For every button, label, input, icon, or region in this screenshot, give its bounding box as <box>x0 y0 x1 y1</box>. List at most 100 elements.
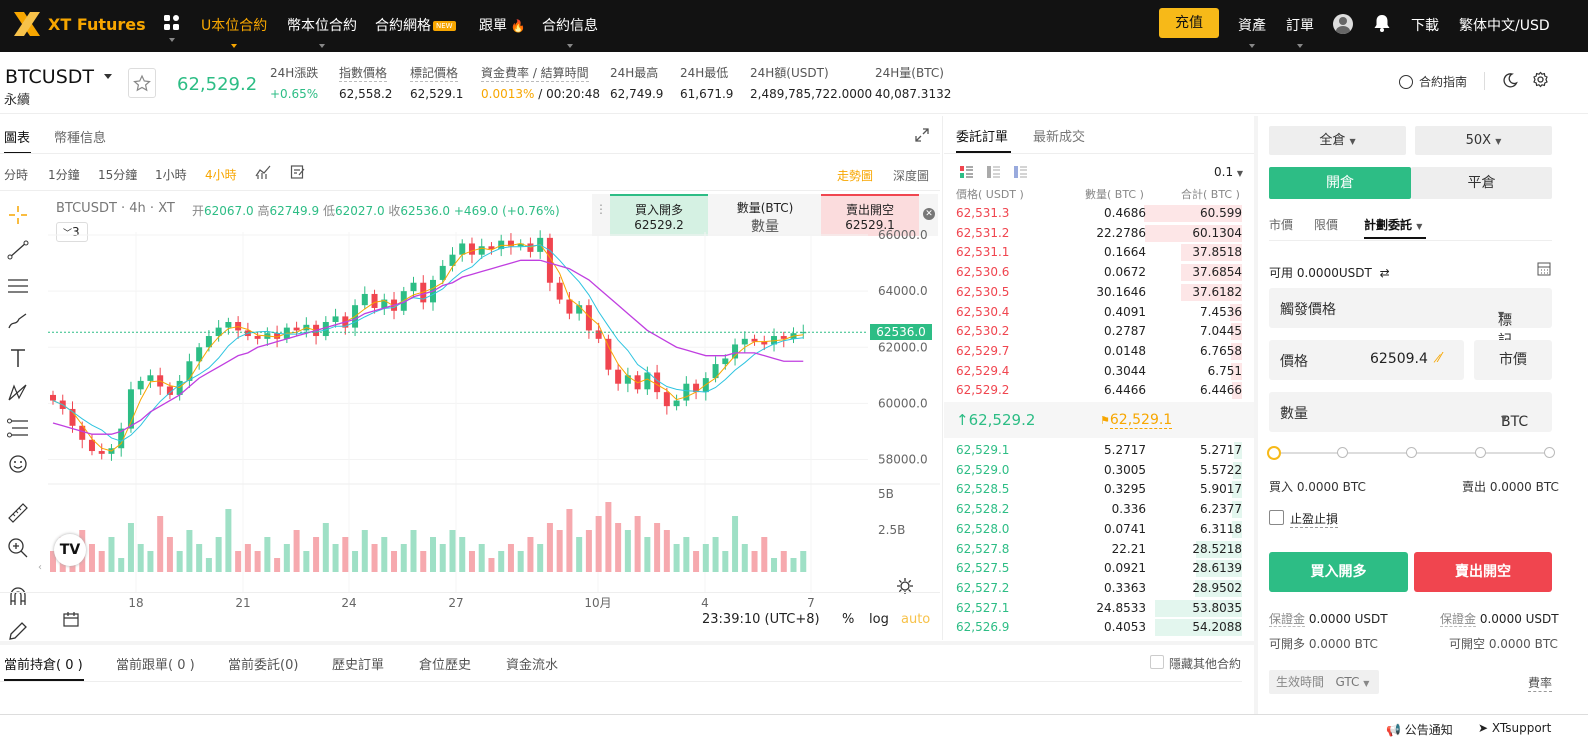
margin-mode-select[interactable]: 全倉 ▼ <box>1269 126 1406 155</box>
calculator-icon[interactable] <box>1537 262 1551 276</box>
notification-bell-icon[interactable] <box>1373 13 1391 33</box>
bid-row[interactable]: 62,527.5 0.0921 28.6139 <box>956 559 1242 578</box>
symbol-selector[interactable]: BTCUSDT <box>5 66 113 88</box>
trendline-icon[interactable] <box>6 238 30 262</box>
zoom-in-icon[interactable] <box>6 536 30 560</box>
pattern-icon[interactable] <box>6 381 30 405</box>
interval-1m[interactable]: 1分鐘 <box>48 168 80 182</box>
bid-row[interactable]: 62,526.9 0.4053 54.2088 <box>956 618 1242 637</box>
bid-row[interactable]: 62,527.2 0.3363 28.9502 <box>956 579 1242 598</box>
nav-coin-futures[interactable]: 幣本位合約 <box>287 15 357 48</box>
magnet-icon[interactable] <box>6 585 30 609</box>
nav-orders[interactable]: 訂單 <box>1286 15 1314 48</box>
nav-copy-trading[interactable]: 跟單 🔥 <box>479 18 526 34</box>
tab-order-book[interactable]: 委託訂單 <box>956 130 1009 145</box>
fullscreen-icon[interactable] <box>915 128 929 142</box>
ask-row[interactable]: 62,530.4 0.4091 7.4536 <box>956 303 1242 322</box>
deposit-button[interactable]: 充值 <box>1159 8 1219 38</box>
ask-row[interactable]: 62,529.7 0.0148 6.7658 <box>956 342 1242 361</box>
ask-row[interactable]: 62,530.5 30.1646 37.6182 <box>956 283 1242 302</box>
order-type-market[interactable]: 市價 <box>1269 218 1294 232</box>
buy-long-button[interactable]: 買入開多 <box>1269 552 1408 592</box>
scale-percent-toggle[interactable]: % <box>842 612 855 627</box>
tab-current-orders[interactable]: 當前委託(0) <box>228 658 299 673</box>
nav-futures-info[interactable]: 合約信息 <box>542 15 598 48</box>
nav-usdt-futures[interactable]: U本位合約 <box>201 15 267 48</box>
ask-row[interactable]: 62,529.4 0.3044 6.751 <box>956 362 1242 381</box>
ask-row[interactable]: 62,530.6 0.0672 37.6854 <box>956 263 1242 282</box>
user-avatar-icon[interactable] <box>1333 14 1353 34</box>
close-widget-icon[interactable]: ✕ <box>923 208 935 220</box>
interval-1h[interactable]: 1小時 <box>155 168 187 182</box>
tab-recent-trades[interactable]: 最新成交 <box>1033 130 1086 145</box>
bid-row[interactable]: 62,527.8 22.21 28.5218 <box>956 540 1242 559</box>
chart-settings-icon[interactable] <box>290 164 306 180</box>
support-link[interactable]: ➤ XTsupport <box>1478 721 1552 735</box>
toggle-depth-chart[interactable]: 深度圖 <box>893 169 930 183</box>
interval-line[interactable]: 分時 <box>4 168 29 182</box>
quick-buy-button[interactable]: 買入開多 62529.2 <box>610 194 708 236</box>
leverage-select[interactable]: 50X ▼ <box>1415 126 1552 155</box>
stat-label-funding[interactable]: 資金費率 / 結算時間 <box>481 66 589 82</box>
order-type-limit[interactable]: 限價 <box>1314 218 1339 232</box>
emoji-icon[interactable] <box>6 452 30 476</box>
nav-download[interactable]: 下載 <box>1411 18 1439 34</box>
open-position-tab[interactable]: 開倉 <box>1269 167 1411 199</box>
scale-auto-toggle[interactable]: auto <box>901 612 931 627</box>
stat-label-index[interactable]: 指數價格 <box>339 66 388 82</box>
tab-order-history[interactable]: 歷史訂單 <box>332 658 385 673</box>
ask-row[interactable]: 62,530.2 0.2787 7.0445 <box>956 322 1242 341</box>
sell-short-button[interactable]: 賣出開空 <box>1414 552 1552 592</box>
close-position-tab[interactable]: 平倉 <box>1411 167 1552 199</box>
price-field[interactable]: 價格 62509.4 ⁄̷ <box>1269 340 1464 380</box>
bid-row[interactable]: 62,528.2 0.336 6.2377 <box>956 500 1242 519</box>
indicator-icon[interactable] <box>255 164 271 180</box>
apps-grid-icon[interactable] <box>163 14 181 42</box>
bid-row[interactable]: 62,528.5 0.3295 5.9017 <box>956 480 1242 499</box>
scroll-left-icon[interactable]: ‹ <box>38 562 42 573</box>
interval-15m[interactable]: 15分鐘 <box>98 168 138 182</box>
stat-label-mark[interactable]: 標記價格 <box>410 66 459 82</box>
book-view-both-icon[interactable] <box>960 166 973 178</box>
bid-row[interactable]: 62,528.0 0.0741 6.3118 <box>956 520 1242 539</box>
draw-pencil-icon[interactable] <box>6 619 30 643</box>
price-ladder-icon[interactable]: ⁄̷ <box>1439 351 1442 366</box>
toggle-trend-chart[interactable]: 走勢圖 <box>837 169 874 183</box>
mark-price[interactable]: ⚑62,529.1 <box>1100 412 1173 429</box>
fee-rate-link[interactable]: 費率 <box>1528 676 1553 692</box>
hide-others-label[interactable]: 隱藏其他合約 <box>1169 657 1242 671</box>
date-range-icon[interactable] <box>62 610 80 628</box>
ask-row[interactable]: 62,529.2 6.4466 6.4466 <box>956 381 1242 400</box>
ask-row[interactable]: 62,531.2 22.2786 60.1304 <box>956 224 1242 243</box>
contract-guide-link[interactable]: 合約指南 <box>1399 73 1467 90</box>
favorite-star-icon[interactable] <box>128 68 156 98</box>
ask-row[interactable]: 62,531.1 0.1664 37.8518 <box>956 243 1242 262</box>
tab-position-history[interactable]: 倉位歷史 <box>419 658 472 673</box>
settings-gear-icon[interactable] <box>1532 71 1549 88</box>
trigger-price-field[interactable]: 觸發價格 標記 ▼ <box>1269 288 1552 349</box>
tab-current-positions[interactable]: 當前持倉( 0 ) <box>4 658 83 673</box>
nav-language[interactable]: 繁体中文/USD <box>1459 18 1550 34</box>
bid-row[interactable]: 62,527.1 24.8533 53.8035 <box>956 599 1242 618</box>
scale-log-toggle[interactable]: log <box>869 612 889 627</box>
book-view-bids-icon[interactable] <box>987 166 1000 178</box>
theme-moon-icon[interactable] <box>1502 72 1518 88</box>
precision-select[interactable]: 0.1 ▼ <box>1214 165 1244 179</box>
slider-handle[interactable] <box>1267 446 1281 460</box>
order-type-plan[interactable]: 計劃委託 ▼ <box>1364 218 1423 232</box>
tab-coin-info[interactable]: 幣種信息 <box>54 131 107 146</box>
transfer-icon[interactable]: ⇄ <box>1379 266 1390 280</box>
ask-row[interactable]: 62,531.3 0.4686 60.599 <box>956 204 1242 223</box>
quick-sell-button[interactable]: 賣出開空 62529.1 <box>821 194 919 236</box>
nav-assets[interactable]: 資產 <box>1238 15 1266 48</box>
ruler-icon[interactable] <box>6 501 30 525</box>
candlestick-chart[interactable]: 66000.0 64000.0 62000.0 60000.0 58000.0 18 21 2… <box>48 192 940 632</box>
tab-current-copy[interactable]: 當前跟單( 0 ) <box>116 658 195 673</box>
hide-others-checkbox[interactable] <box>1150 655 1164 669</box>
announcement-link[interactable]: 📢 公告通知 <box>1386 723 1453 737</box>
book-view-asks-icon[interactable] <box>1014 166 1027 178</box>
quick-qty-field[interactable]: 數量(BTC) 數量 <box>736 201 794 235</box>
brush-icon[interactable] <box>6 310 30 334</box>
tpsl-checkbox[interactable] <box>1269 510 1284 525</box>
horizontal-lines-icon[interactable] <box>6 274 30 298</box>
